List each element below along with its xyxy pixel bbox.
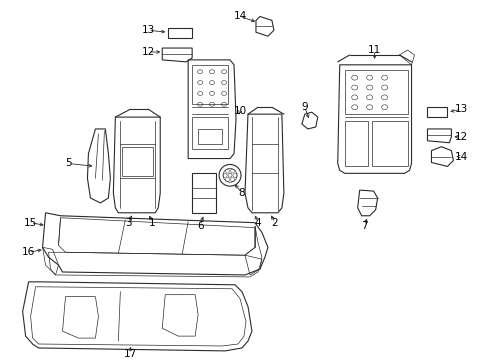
Text: 4: 4 xyxy=(254,218,261,228)
Text: 8: 8 xyxy=(238,188,245,198)
Text: 13: 13 xyxy=(454,104,467,114)
Text: 1: 1 xyxy=(149,218,155,228)
Text: 14: 14 xyxy=(454,152,467,162)
Text: 12: 12 xyxy=(454,132,467,142)
Text: 17: 17 xyxy=(123,349,137,359)
Text: 16: 16 xyxy=(22,247,35,257)
Text: 10: 10 xyxy=(233,106,246,116)
Text: 5: 5 xyxy=(65,158,72,168)
Text: 11: 11 xyxy=(367,45,381,55)
Text: 9: 9 xyxy=(301,102,307,112)
Text: 14: 14 xyxy=(233,12,246,22)
Text: 6: 6 xyxy=(196,221,203,231)
Text: 13: 13 xyxy=(142,25,155,35)
Text: 7: 7 xyxy=(361,221,367,231)
Text: 12: 12 xyxy=(142,47,155,57)
Text: 15: 15 xyxy=(24,218,37,228)
Text: 2: 2 xyxy=(271,218,278,228)
Text: 3: 3 xyxy=(125,218,131,228)
